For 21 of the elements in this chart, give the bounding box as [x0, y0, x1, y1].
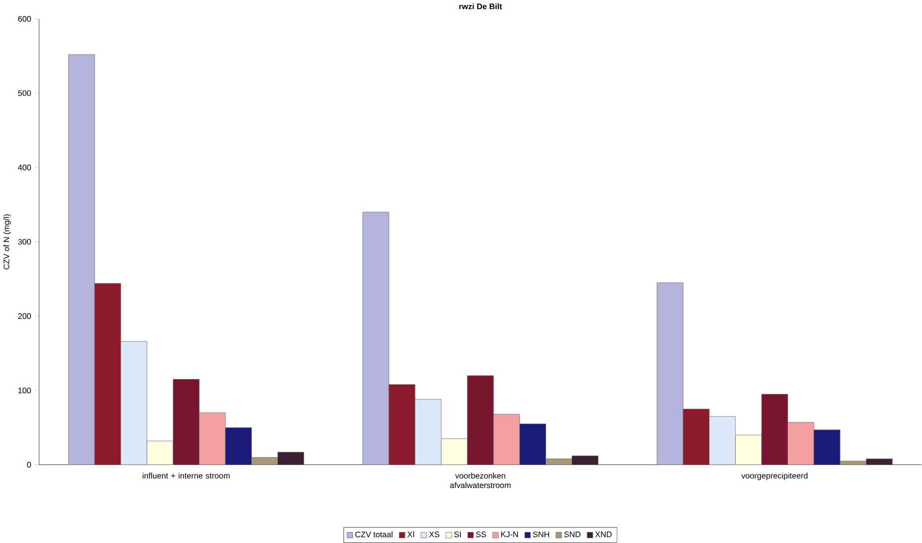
legend-label: XS: [429, 532, 440, 538]
y-tick-label: 500: [18, 90, 31, 96]
y-axis-title: CZV of N (mg/l): [3, 214, 11, 270]
y-tick-label: 100: [18, 388, 31, 394]
y-tick-label: 400: [18, 164, 31, 170]
x-tick-label: voorgeprecipiteerd: [741, 472, 808, 480]
legend-label: SNH: [533, 532, 550, 538]
legend-label: SI: [454, 532, 461, 538]
y-tick-label: 300: [18, 238, 31, 245]
legend-label: SS: [476, 532, 486, 538]
legend-label: SND: [564, 532, 580, 538]
x-tick-label: voorbezonken afvalwaterstroom: [450, 472, 511, 488]
legend-label: CZV totaal: [355, 531, 392, 538]
legend-label: XND: [595, 532, 612, 538]
y-tick-label: 200: [18, 313, 31, 319]
legend-label: XI: [407, 532, 414, 538]
legend-label: KJ-N: [501, 532, 518, 538]
y-tick-label: 600: [18, 16, 31, 22]
x-tick-label: influent + interne stroom: [142, 472, 230, 479]
y-tick-label: 0: [27, 462, 31, 468]
chart-title: rwzi De Bilt: [459, 3, 502, 10]
